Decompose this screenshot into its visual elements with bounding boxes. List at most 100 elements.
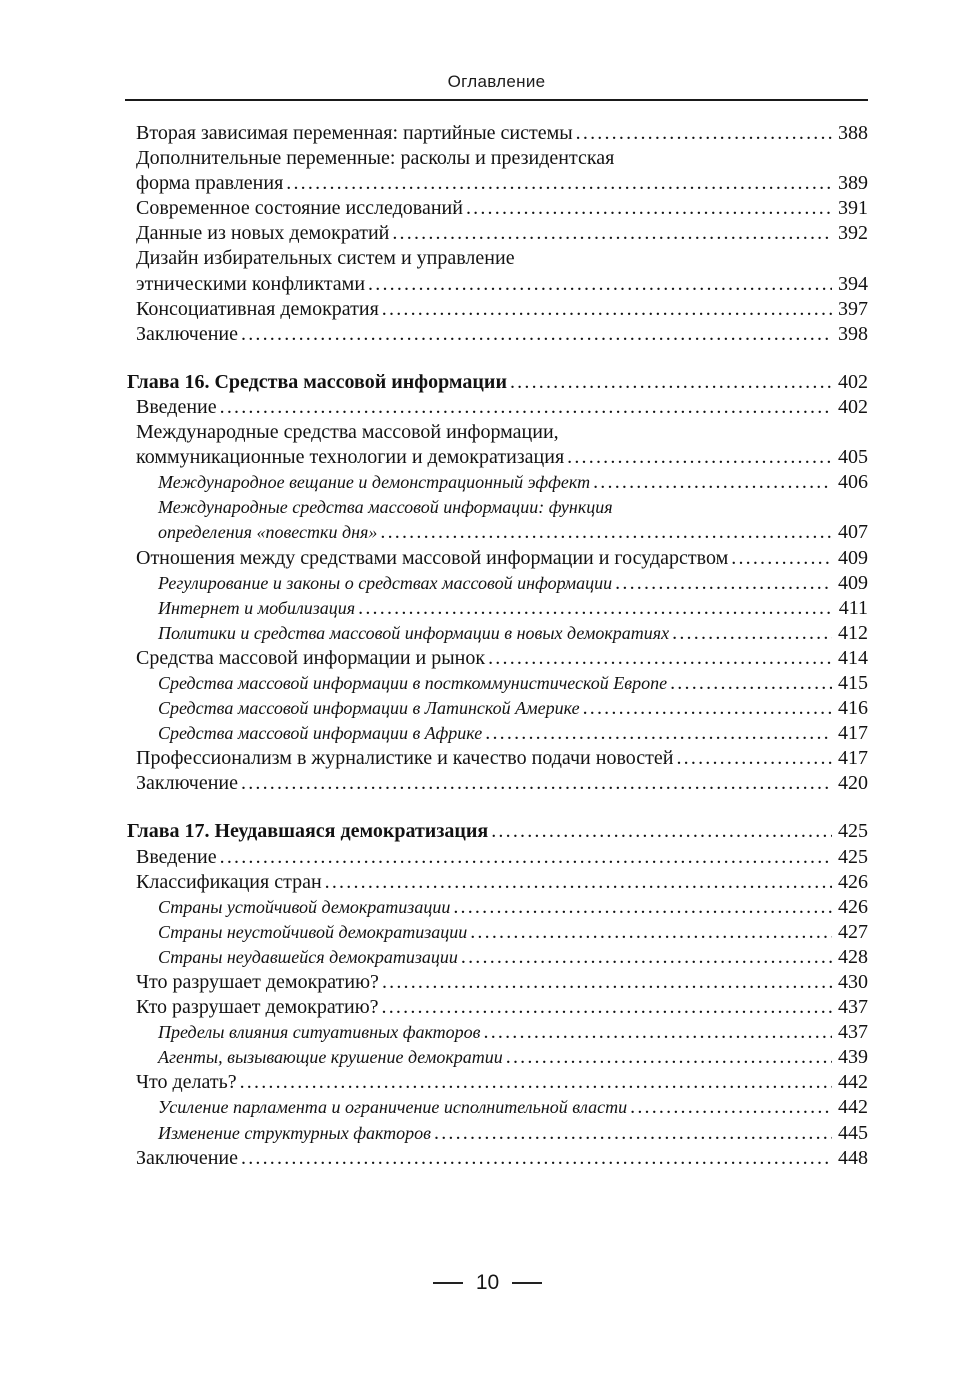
toc-list: Вторая зависимая переменная: партийные с… <box>127 121 868 1171</box>
toc-entry-title: форма правления <box>136 172 284 195</box>
toc-page-number: 388 <box>838 122 868 144</box>
toc-page-number: 439 <box>838 1046 868 1069</box>
page-footer: 10 <box>0 1271 975 1295</box>
toc-page-number: 414 <box>838 646 868 669</box>
toc-entry-title: Международные средства массовой информац… <box>136 421 559 444</box>
toc-entry: Интернет и мобилизация 411 <box>127 596 868 621</box>
toc-entry-title: Введение <box>136 395 217 418</box>
toc-entry: Страны неустойчивой демократизации 427 <box>127 920 868 945</box>
toc-entry-title: Что разрушает демократию? <box>136 971 379 993</box>
toc-entry-title: Дополнительные переменные: расколы и пре… <box>136 147 615 170</box>
toc-entry-title: Данные из новых демократий <box>136 222 390 245</box>
toc-entry-title: Изменение структурных факторов <box>158 1122 431 1143</box>
toc-page-number: 402 <box>838 370 868 393</box>
toc-entry: Что делать? 442 <box>127 1070 868 1095</box>
toc-page-number: 417 <box>838 722 868 745</box>
toc-entry: определения «повестки дня» 407 <box>127 520 868 545</box>
toc-page-number: 442 <box>838 1071 868 1094</box>
toc-entry: Кто разрушает демократию? 437 <box>127 995 868 1020</box>
toc-entry: Классификация стран 426 <box>127 870 868 895</box>
toc-page-number: 415 <box>838 671 868 694</box>
dot-leader <box>615 571 832 596</box>
dot-leader <box>731 546 832 571</box>
dot-leader <box>382 995 832 1020</box>
toc-entry: Отношения между средствами массовой инфо… <box>127 546 868 571</box>
toc-entry-title: Консоциативная демократия <box>136 297 379 320</box>
toc-page-number: 389 <box>838 172 868 195</box>
toc-entry: Регулирование и законы о средствах массо… <box>127 571 868 596</box>
toc-entry: Современное состояние исследований 391 <box>127 196 868 221</box>
header-rule <box>125 99 868 101</box>
toc-page-number: 442 <box>838 1096 868 1119</box>
dot-leader <box>461 945 832 970</box>
toc-page-number: 427 <box>838 920 868 943</box>
toc-entry: Страны неудавшейся демократизации 428 <box>127 945 868 970</box>
dot-leader <box>286 171 832 196</box>
toc-page-number: 412 <box>838 621 868 644</box>
toc-page-number: 397 <box>838 297 868 320</box>
toc-chapter-entry: Глава 16. Средства массовой информации 40… <box>127 370 868 395</box>
toc-entry-title: Средства массовой информации в посткомму… <box>158 672 668 693</box>
toc-page-number: 411 <box>838 596 868 619</box>
dot-leader <box>358 596 833 621</box>
dot-leader <box>510 370 832 395</box>
toc-page-number: 398 <box>838 322 868 345</box>
toc-entry-title: определения «повестки дня» <box>158 522 378 543</box>
toc-entry: Дополнительные переменные: расколы и пре… <box>127 146 868 171</box>
dot-leader <box>491 819 832 844</box>
toc-entry-title: Что делать? <box>136 1071 237 1094</box>
dot-leader <box>220 395 832 420</box>
toc-entry: Международные средства массовой информац… <box>127 495 868 520</box>
toc-entry: Политики и средства массовой информации … <box>127 621 868 646</box>
toc-entry: Пределы влияния ситуативных факторов 437 <box>127 1020 868 1045</box>
toc-entry-title: Заключение <box>136 1146 238 1169</box>
toc-page-number: 448 <box>838 1146 868 1169</box>
toc-entry: Страны устойчивой демократизации 426 <box>127 895 868 920</box>
toc-entry: Средства массовой информации в посткомму… <box>127 671 868 696</box>
toc-entry-title: Вторая зависимая переменная: партийные с… <box>136 122 573 144</box>
toc-entry-title: этническими конфликтами <box>136 272 366 295</box>
toc-page-number: 445 <box>838 1121 868 1144</box>
toc-entry-title: Страны неудавшейся демократизации <box>158 946 458 967</box>
toc-entry: Данные из новых демократий 392 <box>127 221 868 246</box>
dot-leader <box>488 646 832 671</box>
dot-leader <box>676 746 832 771</box>
toc-entry: Заключение 398 <box>127 322 868 347</box>
toc-page-number: 437 <box>838 996 868 1019</box>
toc-entry: форма правления 389 <box>127 171 868 196</box>
toc-entry-title: Глава 17. Неудавшаяся демократизация <box>127 820 489 843</box>
dot-leader <box>583 696 832 721</box>
toc-entry-title: Кто разрушает демократию? <box>136 996 379 1019</box>
dot-leader <box>434 1121 832 1146</box>
toc-entry: Введение 425 <box>127 845 868 870</box>
footer-dash-right <box>512 1282 543 1284</box>
toc-entry-title: Классификация стран <box>136 870 322 893</box>
dot-leader <box>325 870 832 895</box>
dot-leader <box>576 121 832 146</box>
toc-page-number: 425 <box>838 820 868 843</box>
dot-leader <box>672 621 832 646</box>
toc-entry: Вторая зависимая переменная: партийные с… <box>127 121 868 146</box>
toc-entry: этническими конфликтами 394 <box>127 272 868 297</box>
toc-entry-title: Международное вещание и демонстрационный… <box>158 472 591 493</box>
page-header-title: Оглавление <box>447 72 546 91</box>
dot-leader <box>392 221 832 246</box>
toc-entry: Средства массовой информации и рынок 414 <box>127 646 868 671</box>
toc-entry-title: Средства массовой информации и рынок <box>136 646 486 669</box>
toc-entry-title: Страны неустойчивой демократизации <box>158 921 468 942</box>
dot-leader <box>485 721 832 746</box>
toc-entry-title: Современное состояние исследований <box>136 197 463 220</box>
dot-leader <box>470 920 832 945</box>
toc-entry: Что разрушает демократию? 430 <box>127 970 868 995</box>
toc-entry-title: Глава 16. Средства массовой информации <box>127 370 507 393</box>
toc-page-number: 405 <box>838 446 868 469</box>
toc-page-number: 428 <box>838 945 868 968</box>
dot-leader <box>630 1095 832 1120</box>
toc-entry-title: Усиление парламента и ограничение исполн… <box>158 1097 628 1118</box>
toc-entry: коммуникационные технологии и демократиз… <box>127 445 868 470</box>
dot-leader <box>670 671 832 696</box>
dot-leader <box>220 845 832 870</box>
footer-page-number: 10 <box>475 1271 500 1294</box>
toc-entry: Средства массовой информации в Латинской… <box>127 696 868 721</box>
